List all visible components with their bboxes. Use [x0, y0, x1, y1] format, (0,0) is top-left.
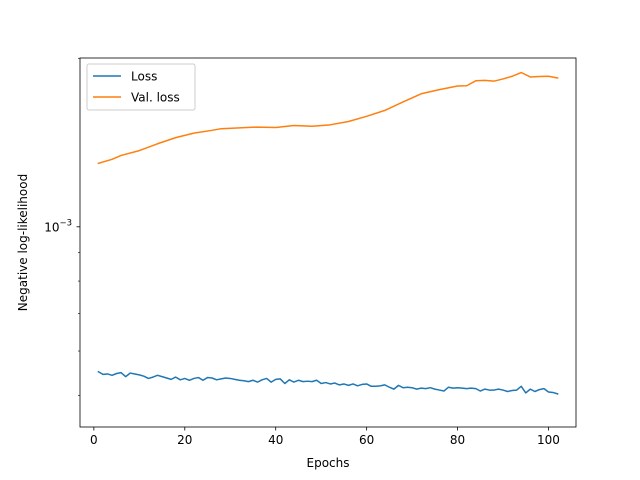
- series-layer: [97, 71, 559, 395]
- x-tick-label: 0: [90, 433, 98, 447]
- x-tick-label: 20: [177, 433, 192, 447]
- legend-label-0: Loss: [131, 70, 157, 84]
- x-tick-label: 40: [268, 433, 283, 447]
- x-axis-ticks: 0 20 40 60 80 100: [90, 427, 560, 447]
- legend: Loss Val. loss: [86, 63, 196, 111]
- legend-label-1: Val. loss: [131, 91, 180, 105]
- series-line-0: [97, 370, 559, 395]
- y-axis-label: Negative log-likelihood: [16, 174, 30, 311]
- series-line-1: [97, 71, 559, 165]
- x-tick-label: 80: [450, 433, 465, 447]
- x-tick-label: 100: [537, 433, 560, 447]
- x-axis-label: Epochs: [307, 456, 350, 470]
- plot-frame: [79, 57, 577, 428]
- x-tick-label: 60: [359, 433, 374, 447]
- y-tick-label: 10−3: [44, 218, 72, 234]
